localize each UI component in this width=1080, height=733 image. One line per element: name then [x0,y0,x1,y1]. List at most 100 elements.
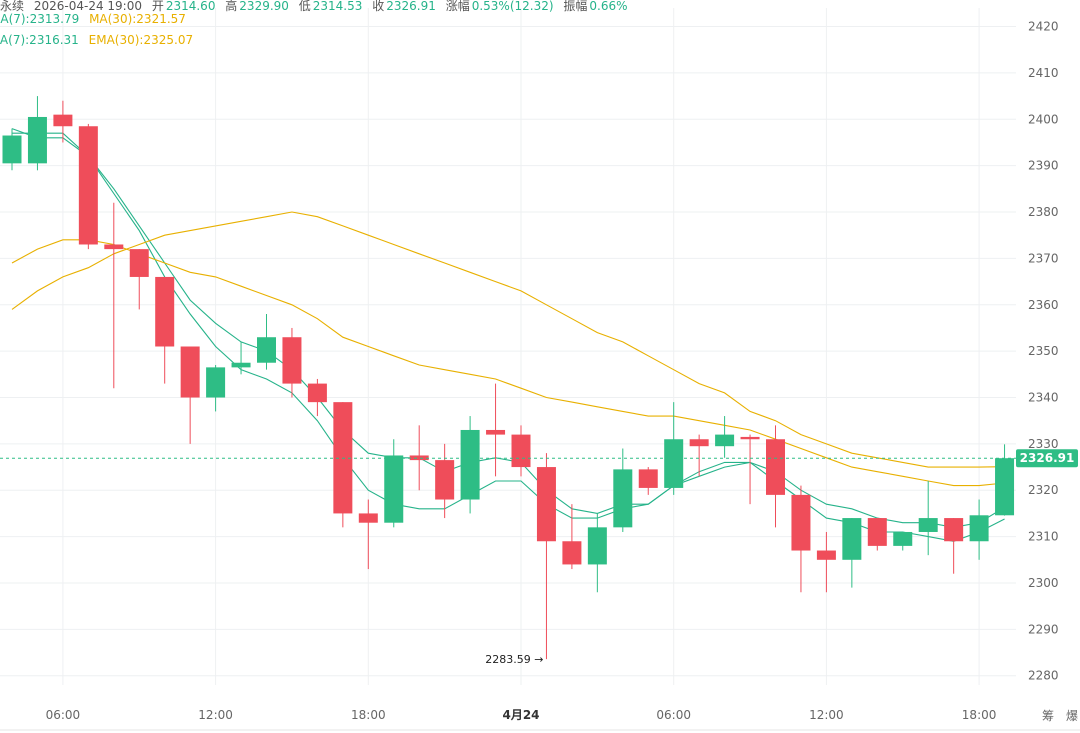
ema-legend: EMA(7):2316.31 EMA(30):2325.07 [0,33,199,47]
contract-type: 永续 [0,0,25,13]
candle-body [816,550,836,560]
candle [486,383,506,477]
candle-body [638,469,658,488]
candle [104,202,124,389]
min-price-annotation: 2283.59 → [485,653,543,666]
candle-body [969,515,989,542]
candle-body [740,436,760,440]
x-tick-label: 4月24 [502,708,539,722]
amplitude-label: 振幅 [563,0,588,13]
candle [333,402,353,528]
low-label: 低 [298,0,311,13]
candle [257,314,276,370]
candle-time: 2026-04-24 19:00 [33,0,142,13]
candle-body [791,494,811,551]
candle-body [384,455,404,523]
candle [638,467,658,495]
amplitude-value: 0.66% [589,0,628,13]
moving-average-lines [11,128,1005,542]
x-tick-label: 18:00 [351,708,386,722]
y-tick-label: 2340 [1028,391,1059,405]
candle-body [613,469,633,528]
high-label: 高 [225,0,238,13]
candle-body [53,114,73,127]
candle [435,443,455,519]
x-tick-label: 18:00 [962,708,997,722]
y-tick-label: 2380 [1028,205,1059,219]
candle [307,378,327,417]
candle-body [180,346,200,398]
y-tick-label: 2350 [1028,344,1059,358]
change-label: 涨幅 [445,0,470,13]
axis-corner-label: 筹 [1042,709,1054,723]
candle [409,425,429,491]
candle [511,425,531,477]
candle-body [78,126,98,245]
candle [944,518,964,574]
series-line-ma30 [11,239,1005,487]
candle-body [867,518,887,546]
candle-body [409,455,429,461]
y-tick-label: 2310 [1028,530,1059,544]
candle-body [206,367,226,398]
axis-corner-label: 爆 [1066,709,1078,723]
close-label: 收 [372,0,385,13]
candle [715,416,735,458]
candle-body [562,541,582,565]
x-tick-label: 12:00 [198,708,233,722]
candle-body [2,135,22,164]
candle-body [842,518,862,560]
candle [27,96,47,171]
candle [155,276,175,384]
candle [562,504,582,570]
open-label: 开 [151,0,164,13]
candle [129,249,149,310]
y-tick-label: 2330 [1028,437,1059,451]
candle [587,513,607,593]
candle [206,365,226,412]
candle [460,416,480,514]
candle-body [231,362,251,368]
candle-body [893,531,913,546]
candle-body [460,429,480,500]
last-price-tag-bg [1016,449,1078,468]
candle-body [944,518,964,542]
candle-body [995,458,1015,516]
candle-body [104,244,124,250]
candle-body [689,439,709,447]
ma30-legend: MA(30):2321.57 [89,12,186,26]
y-tick-label: 2280 [1028,669,1059,683]
candle-body [766,439,785,495]
series-line-ma7 [11,128,1005,542]
y-tick-label: 2370 [1028,251,1059,265]
x-tick-label: 06:00 [656,708,691,722]
x-tick-label: 12:00 [809,708,844,722]
x-tick-label: 06:00 [46,708,81,722]
candle-body [282,337,302,384]
candle [893,531,913,551]
y-tick-label: 2390 [1028,159,1059,173]
candle-body [587,527,607,565]
candle-body [664,439,684,488]
candle-body [536,467,556,542]
candle [613,448,633,532]
change-value: 0.53%(12.32) [471,0,554,13]
y-tick-label: 2360 [1028,298,1059,312]
last-price-marker: 2326.91 [0,449,1078,468]
series-line-ema7 [12,132,1005,528]
last-price-tag: 2326.91 [1016,449,1078,468]
candle [842,518,862,588]
candle [384,439,404,528]
ma7-legend: MA(7):2313.79 [0,12,80,26]
candle-body [129,249,149,277]
last-price-value: 2326.91 [1020,451,1075,465]
time-axis: 06:00 12:00 18:00 4月24 06:00 12:00 18:00 筹爆 [0,708,1080,731]
candle-body [27,116,47,164]
candle [689,434,709,477]
low-value: 2314.53 [312,0,363,13]
candle [816,531,836,593]
candle-body [358,513,378,523]
y-tick-label: 2410 [1028,66,1059,80]
open-value: 2314.60 [165,0,216,13]
